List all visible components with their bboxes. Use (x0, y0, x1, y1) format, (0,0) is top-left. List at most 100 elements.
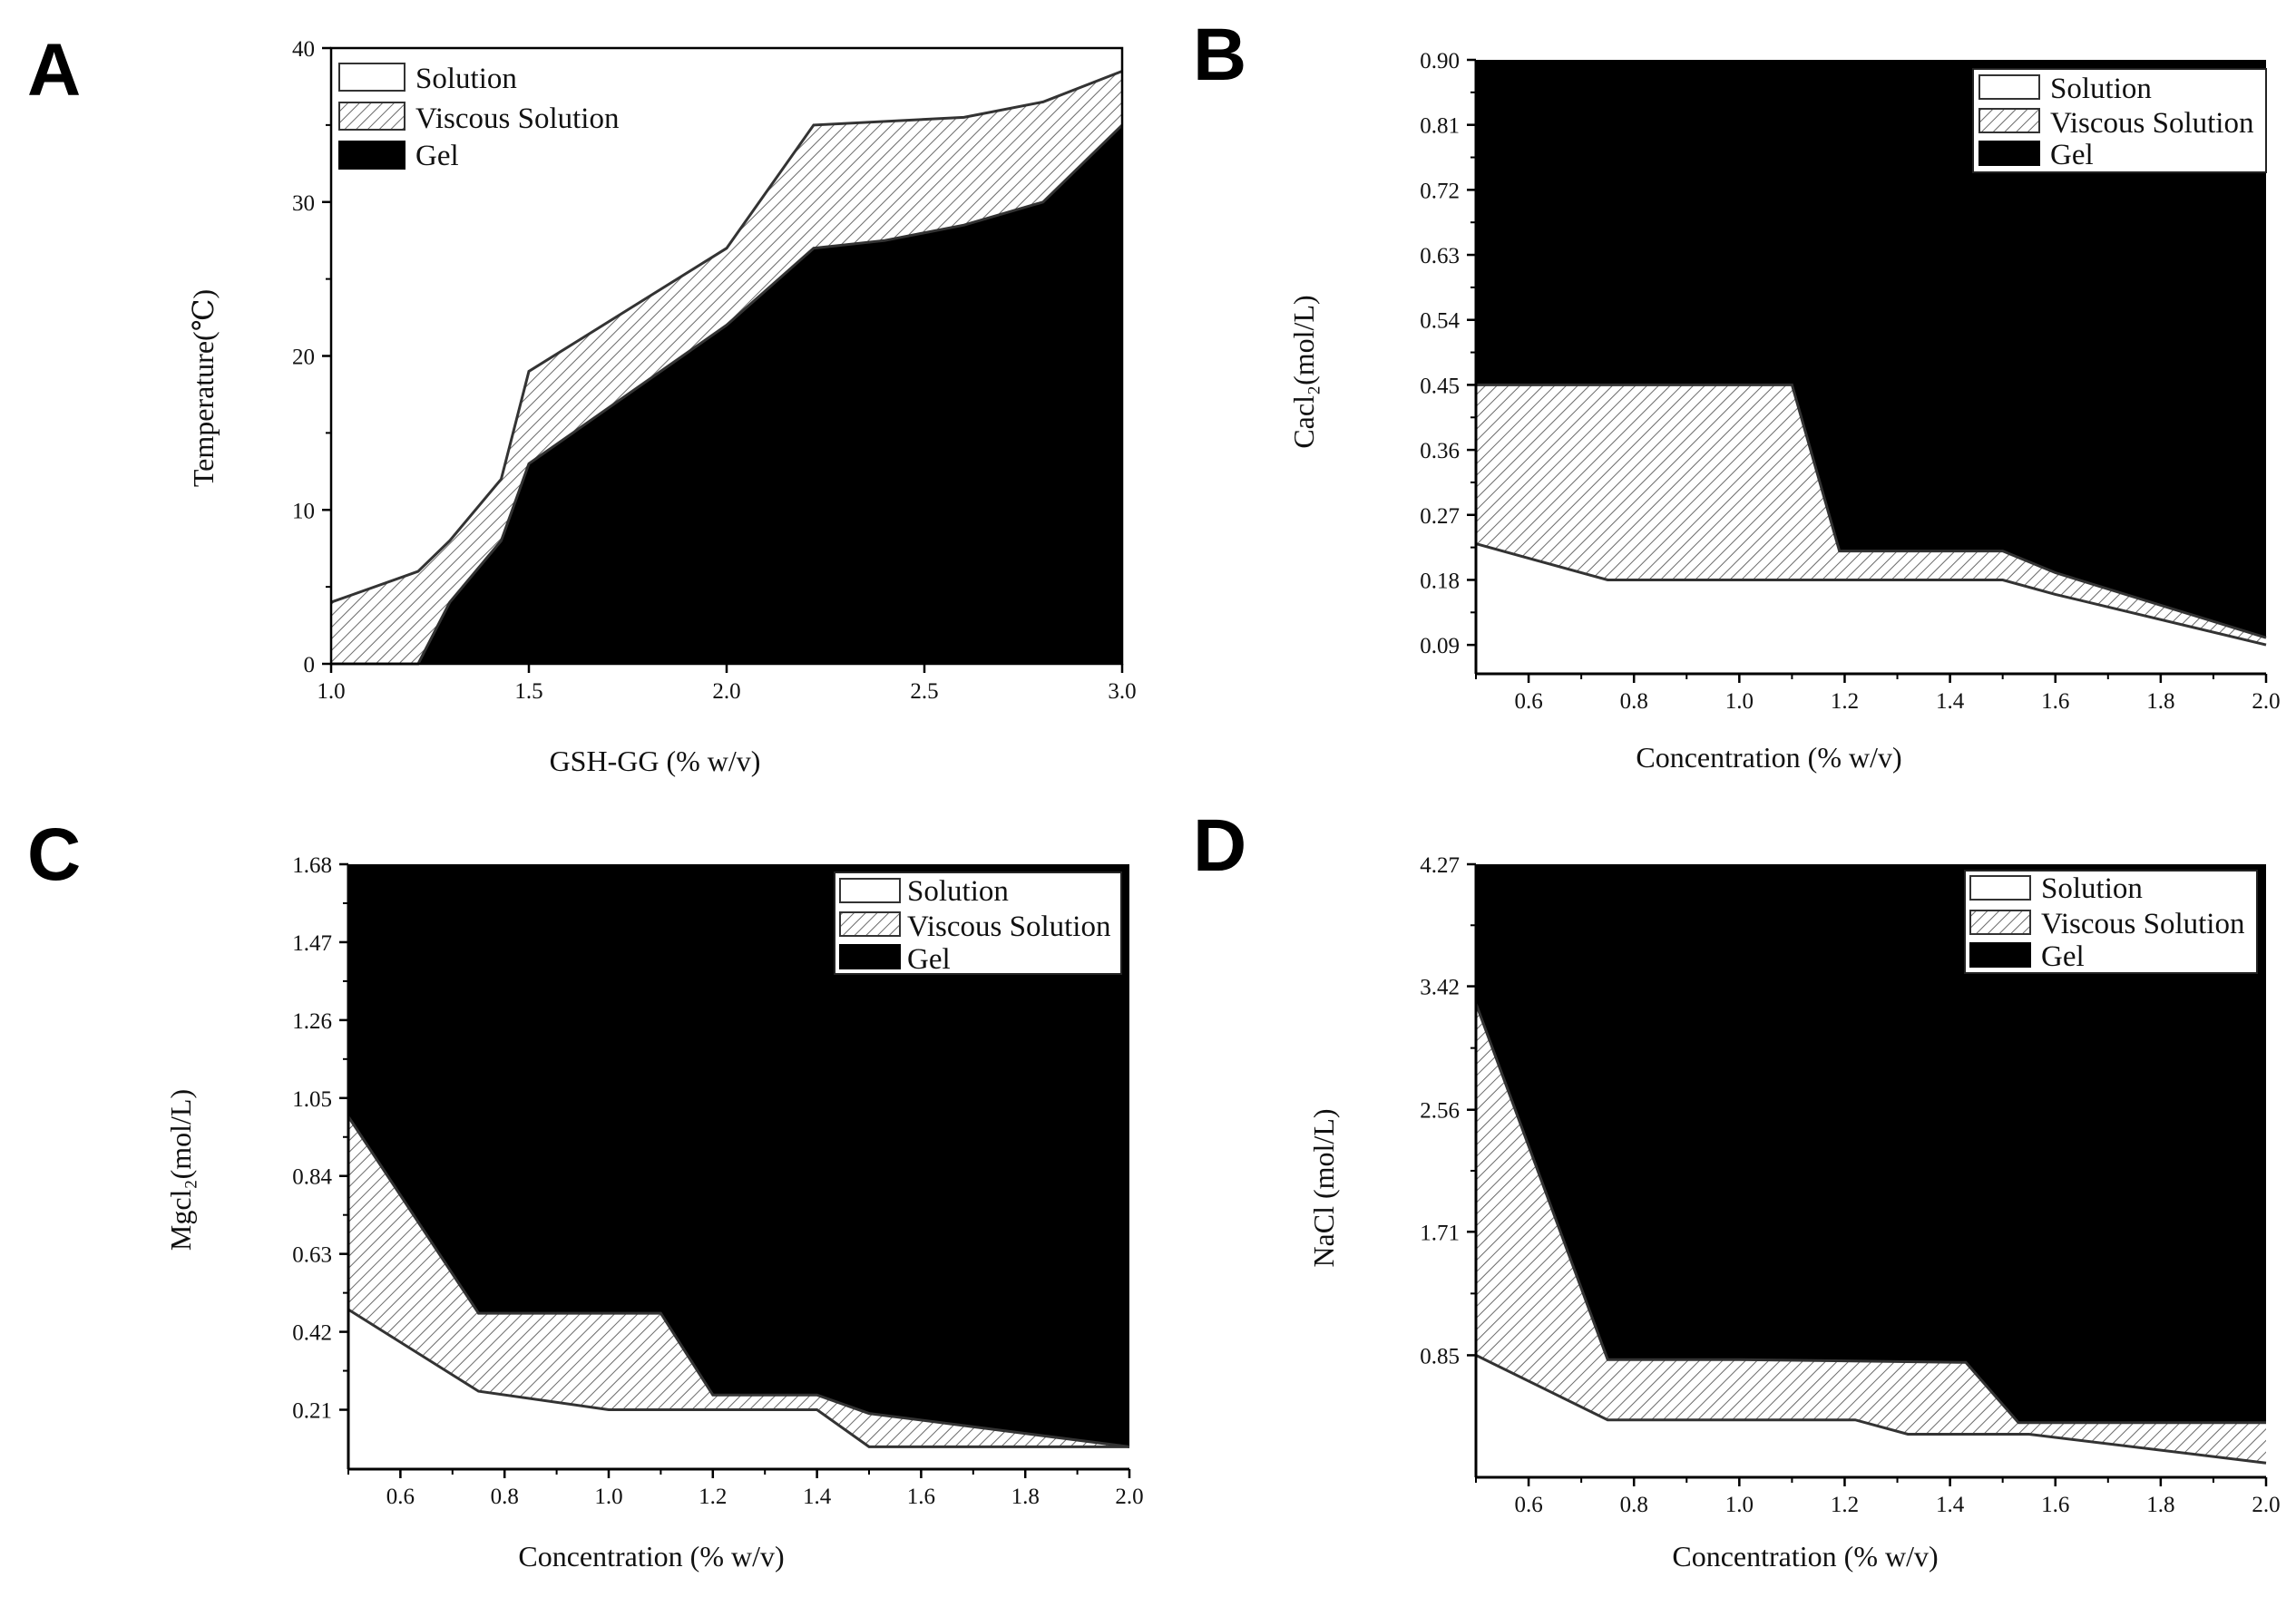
legend-label-viscous: Viscous Solution (2050, 107, 2253, 140)
panel-c-y-tick-label: 1.68 (292, 853, 332, 878)
panel-c-y-tick-label: 1.26 (292, 1009, 332, 1034)
panel-a-x-tick-label: 1.0 (317, 679, 345, 704)
legend-label-viscous: Viscous Solution (2041, 908, 2244, 940)
panel-b-y-tick-label: 0.90 (1420, 49, 1460, 73)
panel-letter-c: C (27, 813, 81, 896)
panel-c-x-tick-label: 1.0 (594, 1485, 622, 1509)
panel-a-lower-boundary-line (331, 123, 1124, 666)
panel-c-y-tick-label: 0.63 (292, 1243, 332, 1268)
legend-swatch-solution (1969, 875, 2031, 901)
legend-swatch-solution (1978, 74, 2040, 100)
panel-d-x-tick-label: 1.8 (2146, 1493, 2174, 1517)
legend-swatch-gel (1978, 141, 2040, 166)
panel-b-upper-boundary-line (1476, 383, 2267, 639)
legend-swatch-viscous (1969, 910, 2031, 935)
panel-a-upper-boundary-line (330, 70, 1123, 604)
panel-c-x-tick-label: 1.6 (907, 1485, 935, 1509)
legend-label-gel: Gel (907, 943, 951, 976)
panel-c-x-tick-label: 0.8 (491, 1485, 519, 1509)
panel-b-y-tick-label: 0.27 (1420, 504, 1460, 529)
panel-b-x-tick-label: 0.8 (1620, 689, 1648, 714)
panel-a-y-tick-label: 20 (292, 346, 315, 370)
panel-c-chart: 0.6 0.8 1.0 1.2 1.4 1.6 1.8 2.0 0.21 0.42 0.63 0.84… (164, 853, 1144, 1573)
legend-label-gel: Gel (415, 140, 459, 172)
panel-a-legend: Solution Viscous Solution Gel (338, 63, 619, 172)
panel-b-x-tick-label: 1.0 (1725, 689, 1754, 714)
panel-a-x-tick-label: 2.5 (910, 679, 938, 704)
panel-d-x-tick-label: 2.0 (2252, 1493, 2280, 1517)
panel-c-y-tick-label: 0.21 (292, 1399, 332, 1424)
panel-b-y-tick-label: 0.81 (1420, 114, 1460, 139)
legend-label-viscous: Viscous Solution (415, 102, 619, 135)
panel-a-region-viscous (331, 71, 1122, 664)
panel-a-chart: 1.0 1.5 2.0 2.5 3.0 0 10 20 30 40 Solution Viscou… (187, 37, 1137, 777)
panel-letter-d: D (1193, 804, 1246, 887)
panel-b-legend: Solution Viscous Solution Gel (1972, 68, 2267, 173)
panel-d-x-tick-label: 1.2 (1831, 1493, 1859, 1517)
panel-a-y-axis-label: Temperature(℃) (187, 289, 220, 487)
panel-a-y-tick-label: 40 (292, 37, 315, 62)
legend-swatch-viscous (839, 911, 901, 937)
panel-a-y-tick-label: 0 (304, 653, 316, 677)
panel-d-region-viscous (1476, 1003, 2266, 1464)
panel-d-y-tick-label: 4.27 (1420, 853, 1460, 878)
legend-swatch-gel (839, 944, 901, 969)
legend-swatch-solution (338, 63, 405, 92)
panel-c-x-tick-label: 1.2 (699, 1485, 727, 1509)
panel-d-x-tick-label: 0.6 (1514, 1493, 1542, 1517)
panel-b-y-tick-label: 0.72 (1420, 179, 1460, 203)
panel-d-legend: Solution Viscous Solution Gel (1964, 870, 2258, 974)
legend-label-solution: Solution (2041, 872, 2143, 905)
panel-a-x-axis-label: GSH-GG (% w/v) (550, 745, 761, 777)
panel-c-lower-boundary-line (347, 1308, 1129, 1448)
panel-c-x-axis-label: Concentration (% w/v) (518, 1540, 784, 1573)
panel-b-x-tick-label: 1.6 (2041, 689, 2069, 714)
panel-c-x-tick-label: 1.4 (803, 1485, 832, 1509)
panel-d-x-axis-label: Concentration (% w/v) (1672, 1540, 1938, 1573)
panel-letter-a: A (27, 29, 81, 112)
panel-d-y-tick-label: 0.85 (1420, 1344, 1460, 1368)
panel-d-y-tick-label: 1.71 (1420, 1221, 1460, 1245)
panel-c-y-tick-label: 0.84 (292, 1165, 332, 1190)
panel-c-region-viscous (348, 1116, 1129, 1447)
panel-b-y-axis-label: Cacl₂(mol/L) (1287, 295, 1320, 448)
panel-d-y-axis-label: NaCl (mol/L) (1307, 1108, 1340, 1267)
panel-b-y-tick-label: 0.54 (1420, 309, 1460, 334)
panel-a-x-tick-label: 1.5 (514, 679, 542, 704)
panel-b-x-tick-label: 2.0 (2252, 689, 2280, 714)
panel-b-x-tick-label: 1.8 (2146, 689, 2174, 714)
panel-d-lower-boundary-line (1475, 1354, 2267, 1465)
panel-d-upper-boundary-line (1474, 1003, 2266, 1425)
panel-c-region-below (348, 1310, 1129, 1469)
panel-c-x-tick-label: 1.8 (1011, 1485, 1040, 1509)
legend-swatch-viscous (338, 102, 405, 131)
panel-b-x-tick-label: 1.2 (1831, 689, 1859, 714)
panel-c-y-tick-label: 0.42 (292, 1321, 332, 1346)
panel-b-x-tick-label: 1.4 (1936, 689, 1965, 714)
legend-label-solution: Solution (907, 875, 1009, 908)
panel-d-x-tick-label: 0.8 (1620, 1493, 1648, 1517)
panel-b-x-axis-label: Concentration (% w/v) (1636, 741, 1901, 774)
panel-b-y-tick-label: 0.09 (1420, 634, 1460, 658)
panel-b-y-tick-label: 0.63 (1420, 244, 1460, 268)
legend-label-viscous: Viscous Solution (907, 910, 1110, 943)
panel-b-y-tick-label: 0.18 (1420, 569, 1460, 593)
panel-b-y-tick-label: 0.45 (1420, 374, 1460, 398)
panel-b-y-tick-label: 0.36 (1420, 439, 1460, 463)
panel-c-upper-boundary-line (347, 1115, 1130, 1448)
panel-c-y-tick-label: 1.47 (292, 931, 332, 956)
legend-label-gel: Gel (2041, 940, 2085, 973)
panel-d-y-tick-label: 3.42 (1420, 976, 1460, 1000)
panel-d-chart: 0.6 0.8 1.0 1.2 1.4 1.6 1.8 2.0 0.85 1.71 2.56 3.42… (1307, 853, 2281, 1573)
panel-a-y-tick-label: 10 (292, 499, 315, 523)
panel-d-x-tick-label: 1.0 (1725, 1493, 1754, 1517)
legend-swatch-solution (839, 878, 901, 903)
panel-a-x-tick-label: 2.0 (712, 679, 740, 704)
legend-swatch-gel (338, 141, 405, 170)
panel-d-y-tick-label: 2.56 (1420, 1099, 1460, 1124)
panel-b-chart: 0.6 0.8 1.0 1.2 1.4 1.6 1.8 2.0 0.09 0.18 0.27 0.36… (1287, 49, 2281, 774)
legend-label-solution: Solution (415, 63, 517, 95)
legend-label-gel: Gel (2050, 139, 2094, 171)
panel-b-lower-boundary-line (1475, 542, 2267, 647)
